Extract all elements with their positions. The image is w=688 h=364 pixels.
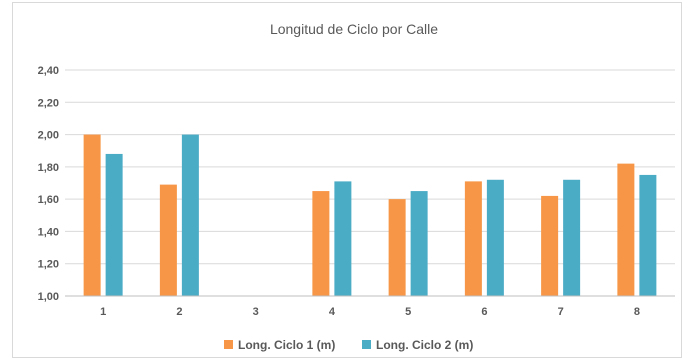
bar-series-1-cat-2 bbox=[159, 184, 177, 296]
bar-series-2-cat-7 bbox=[563, 179, 581, 296]
bars bbox=[83, 134, 657, 296]
bar-series-1-cat-1 bbox=[83, 134, 101, 296]
bar-series-2-cat-2 bbox=[181, 134, 199, 296]
y-tick-label: 2,00 bbox=[38, 130, 59, 142]
x-tick-label: 2 bbox=[176, 306, 182, 318]
y-tick-label: 2,20 bbox=[38, 97, 59, 109]
bar-series-2-cat-4 bbox=[334, 181, 352, 296]
chart-title: Longitud de Ciclo por Calle bbox=[270, 21, 438, 37]
x-tick-label: 7 bbox=[558, 306, 564, 318]
bar-series-2-cat-6 bbox=[486, 179, 504, 296]
y-tick-label: 1,60 bbox=[38, 194, 59, 206]
y-tick-label: 1,40 bbox=[38, 226, 59, 238]
y-tick-label: 1,20 bbox=[38, 259, 59, 271]
legend-swatch-series-2 bbox=[362, 340, 371, 349]
x-tick-label: 6 bbox=[481, 306, 487, 318]
legend: Long. Ciclo 1 (m) Long. Ciclo 2 (m) bbox=[224, 338, 473, 352]
bar-series-1-cat-7 bbox=[541, 195, 559, 296]
x-tick-label: 4 bbox=[329, 306, 336, 318]
bar-series-2-cat-8 bbox=[639, 174, 657, 296]
x-tick-label: 1 bbox=[100, 306, 106, 318]
y-tick-label: 1,00 bbox=[38, 291, 59, 303]
bar-series-2-cat-5 bbox=[410, 191, 428, 296]
x-tick-label: 8 bbox=[634, 306, 640, 318]
x-tick-label: 3 bbox=[253, 306, 259, 318]
x-tick-label: 5 bbox=[405, 306, 411, 318]
legend-label-series-1: Long. Ciclo 1 (m) bbox=[238, 338, 335, 352]
bar-series-1-cat-5 bbox=[388, 199, 406, 296]
legend-swatch-series-1 bbox=[224, 340, 233, 349]
bar-series-1-cat-6 bbox=[464, 181, 482, 296]
grid-lines bbox=[65, 69, 675, 297]
bar-series-1-cat-8 bbox=[617, 163, 635, 296]
legend-label-series-2: Long. Ciclo 2 (m) bbox=[376, 338, 473, 352]
y-tick-label: 2,40 bbox=[38, 65, 59, 77]
x-axis: 1 2 3 4 5 6 7 8 bbox=[65, 295, 675, 318]
bar-series-2-cat-1 bbox=[105, 153, 123, 296]
bar-series-1-cat-4 bbox=[312, 191, 330, 296]
y-tick-label: 1,80 bbox=[38, 162, 59, 174]
y-axis: 1,00 1,20 1,40 1,60 1,80 2,00 2,20 2,40 bbox=[38, 65, 59, 303]
